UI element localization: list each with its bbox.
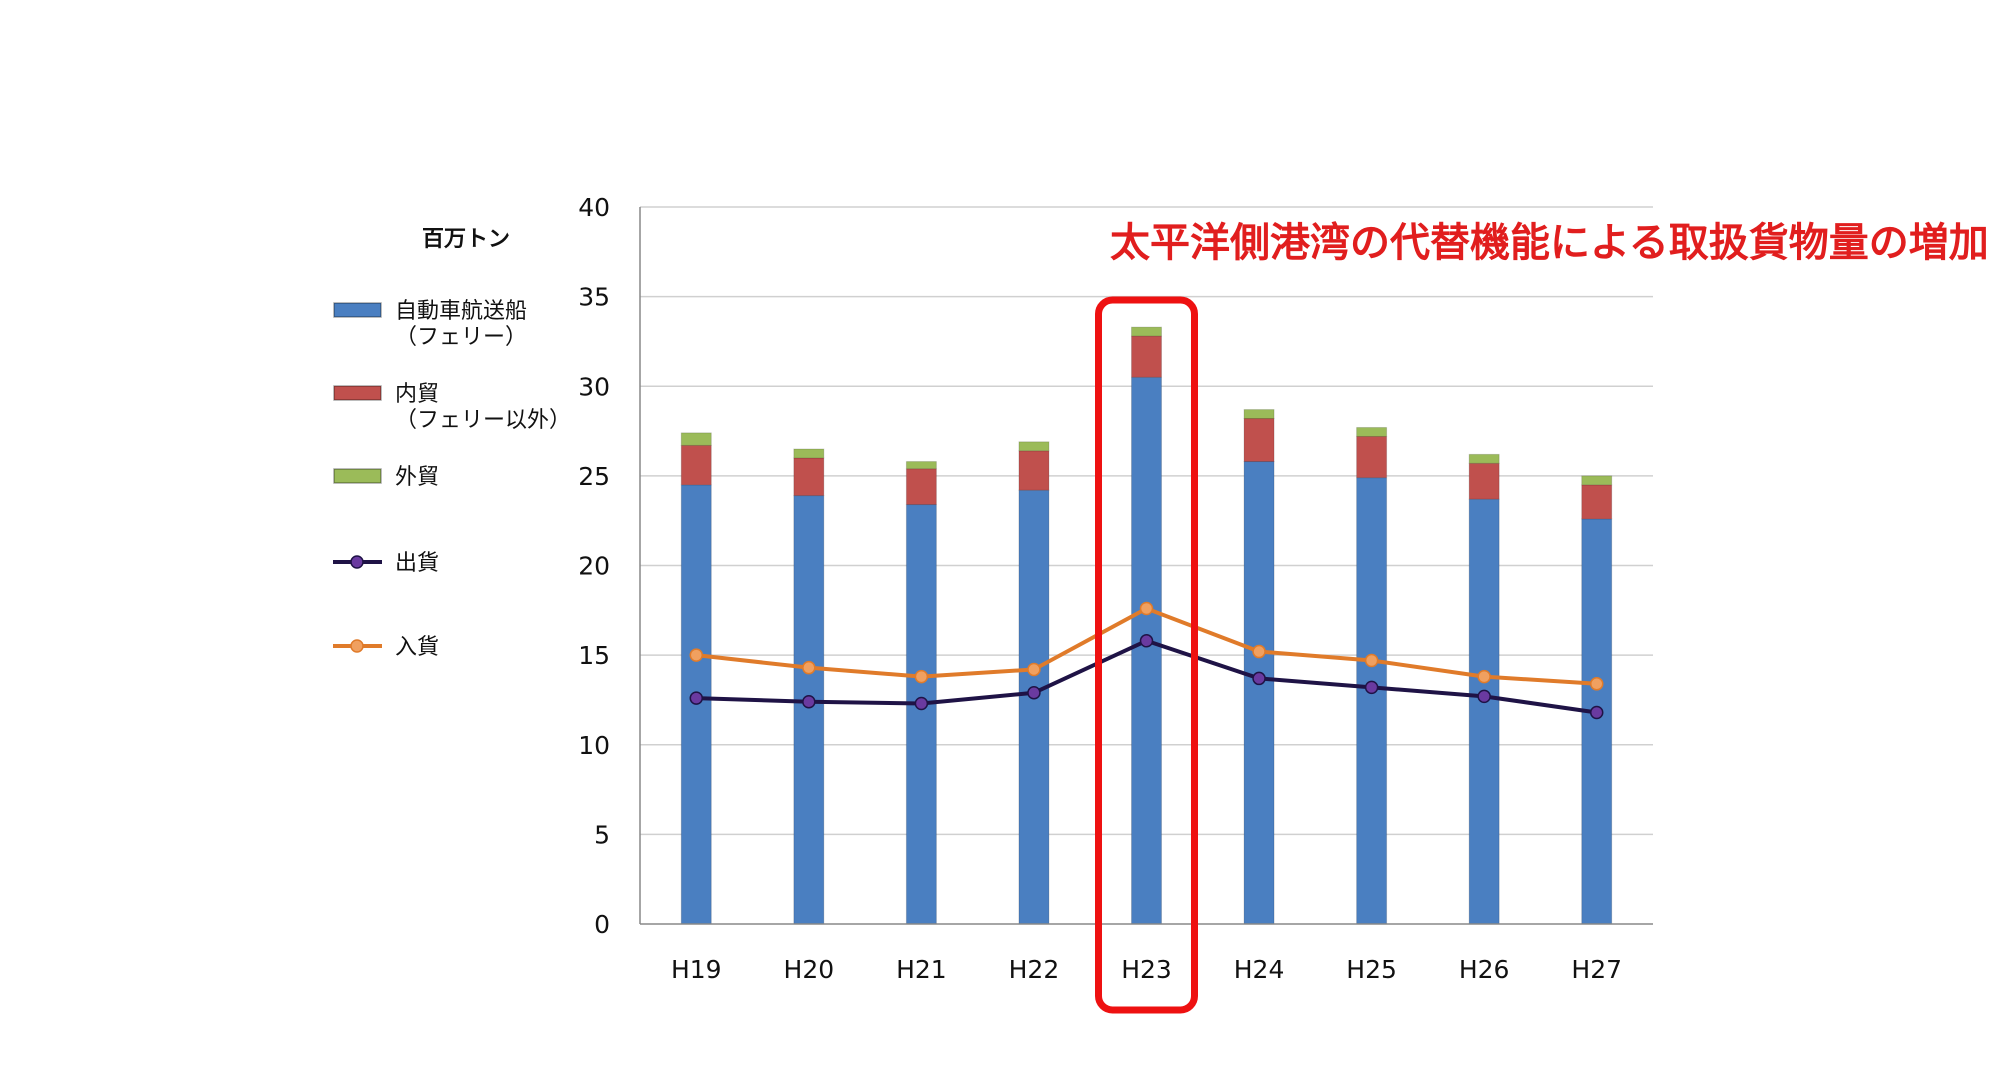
y-tick-label: 10 (578, 731, 610, 760)
line-point (1366, 681, 1378, 693)
line-point (1366, 655, 1378, 667)
bar-segment (1244, 419, 1274, 462)
legend-label: 入貨 (395, 635, 439, 660)
bar-segment (1019, 442, 1049, 451)
line-point (803, 662, 815, 674)
legend-swatch (334, 386, 381, 400)
x-tick-label: H26 (1459, 955, 1510, 984)
line-point (690, 649, 702, 661)
bar-segment (681, 445, 711, 484)
x-tick-label: H22 (1009, 955, 1060, 984)
line-point (915, 698, 927, 710)
bar-segment (1244, 462, 1274, 924)
line-point (1591, 678, 1603, 690)
legend-label: 外貿 (395, 465, 439, 490)
line-point (915, 671, 927, 683)
bar-segment (1357, 436, 1387, 477)
y-tick-label: 0 (594, 910, 610, 939)
legend-label-sub: （フェリー以外） (395, 408, 571, 433)
bar-segment (794, 458, 824, 496)
legend-marker (351, 640, 363, 652)
bar-segment (1469, 463, 1499, 499)
bar-segment (1582, 485, 1612, 519)
bar-segment (1132, 327, 1162, 336)
line-point (1253, 672, 1265, 684)
line-point (1141, 635, 1153, 647)
bar-segment (794, 496, 824, 924)
line-point (1591, 706, 1603, 718)
y-axis-ticks: 0 5 10 15 20 25 30 35 40 (578, 193, 610, 939)
bar-segment (1357, 427, 1387, 436)
bar-segment (1582, 519, 1612, 924)
bars (681, 327, 1611, 924)
line-point (1028, 663, 1040, 675)
line-point (690, 692, 702, 704)
line-point (803, 696, 815, 708)
bar-segment (681, 433, 711, 446)
y-tick-label: 5 (594, 820, 610, 849)
line-point (1253, 646, 1265, 658)
bar-segment (1132, 336, 1162, 377)
y-tick-label: 15 (578, 641, 610, 670)
x-tick-label: H19 (671, 955, 722, 984)
y-tick-label: 25 (578, 462, 610, 491)
bar-segment (1132, 377, 1162, 924)
line-point (1141, 603, 1153, 615)
bar-segment (1469, 499, 1499, 924)
y-tick-label: 40 (578, 193, 610, 222)
line-point (1478, 671, 1490, 683)
legend-swatch (334, 469, 381, 483)
y-tick-label: 35 (578, 283, 610, 312)
y-tick-label: 30 (578, 372, 610, 401)
legend-label: 内貿 (395, 382, 439, 407)
x-tick-label: H20 (784, 955, 835, 984)
x-tick-label: H24 (1234, 955, 1285, 984)
legend-label: 出貨 (395, 551, 439, 576)
bar-segment (794, 449, 824, 458)
x-tick-label: H21 (896, 955, 947, 984)
legend-label: 自動車航送船 (395, 299, 527, 324)
bar-segment (906, 469, 936, 505)
y-tick-label: 20 (578, 552, 610, 581)
annotation-text: 太平洋側港湾の代替機能による取扱貨物量の増加 (1110, 220, 1989, 266)
bar-segment (1357, 478, 1387, 924)
legend-swatch (334, 303, 381, 317)
bar-segment (1582, 476, 1612, 485)
legend-marker (351, 556, 363, 568)
bar-segment (1019, 490, 1049, 924)
bar-segment (1469, 454, 1499, 463)
line-point (1478, 690, 1490, 702)
bar-segment (906, 462, 936, 469)
unit-label: 百万トン (422, 227, 510, 252)
x-tick-label: H27 (1571, 955, 1622, 984)
line-point (1028, 687, 1040, 699)
bar-segment (1019, 451, 1049, 490)
bar-segment (1244, 410, 1274, 419)
x-tick-label: H23 (1121, 955, 1172, 984)
x-axis-ticks: H19 H20 H21 H22 H23 H24 H25 H26 H27 (671, 955, 1622, 984)
legend-label-sub: （フェリー） (395, 325, 527, 350)
bar-segment (906, 505, 936, 924)
x-tick-label: H25 (1346, 955, 1397, 984)
